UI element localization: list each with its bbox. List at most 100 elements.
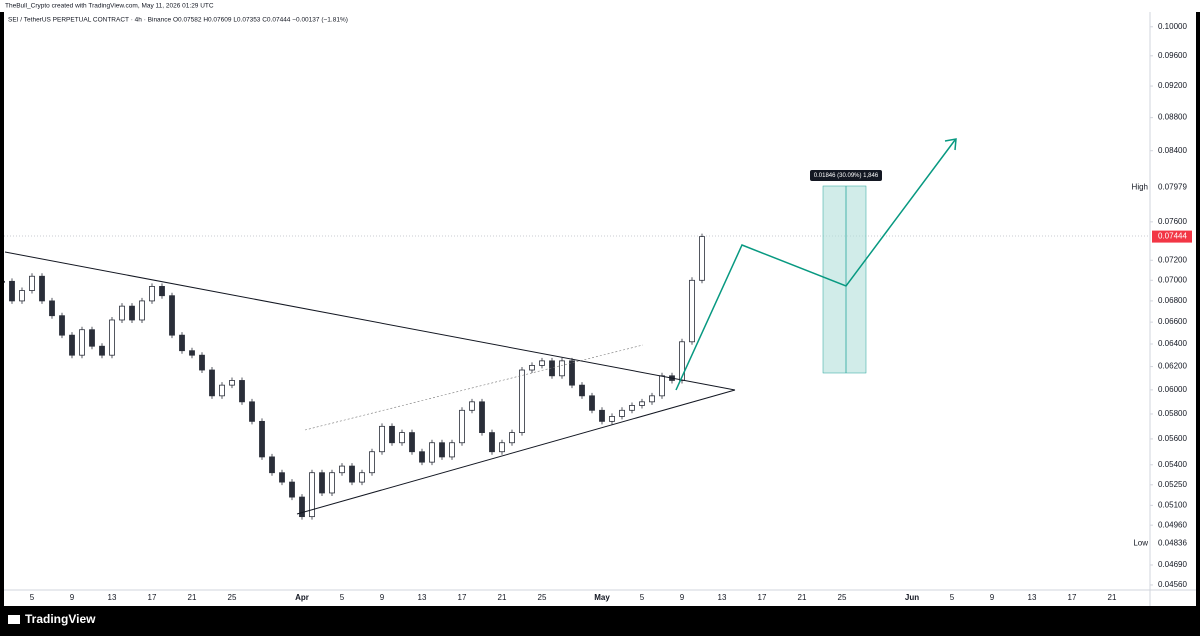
- x-tick-label: 17: [758, 593, 767, 602]
- candle-body: [469, 401, 475, 411]
- candle-body: [289, 481, 295, 498]
- x-tick-label: 21: [798, 593, 807, 602]
- candle-body: [479, 401, 485, 433]
- candle-body: [609, 416, 615, 422]
- high-value: 0.07979: [1158, 182, 1187, 191]
- x-tick-label: 9: [70, 593, 75, 602]
- candle-body: [639, 401, 645, 406]
- candle-body: [159, 286, 165, 297]
- low-label: Low: [1133, 538, 1148, 547]
- y-tick-label: 0.06800: [1158, 296, 1187, 305]
- candle-body: [389, 425, 395, 444]
- y-tick-label: 0.06000: [1158, 385, 1187, 394]
- candle-body: [269, 456, 275, 474]
- x-tick-label: 17: [148, 593, 157, 602]
- y-tick-label: 0.05250: [1158, 480, 1187, 489]
- candle-body: [169, 295, 175, 336]
- x-tick-label: 5: [30, 593, 35, 602]
- y-tick-label: 0.07000: [1158, 275, 1187, 284]
- candle-body: [579, 384, 585, 397]
- x-tick-label: 13: [418, 593, 427, 602]
- candle-body: [4, 280, 5, 283]
- header-bar: [0, 0, 1200, 12]
- candle-body: [319, 472, 325, 494]
- candle-body: [419, 451, 425, 463]
- candle-body: [459, 409, 465, 444]
- candle-body: [619, 409, 625, 417]
- low-value: 0.04836: [1158, 538, 1187, 547]
- y-tick-label: 0.07600: [1158, 217, 1187, 226]
- y-tick-label: 0.08400: [1158, 146, 1187, 155]
- y-tick-label: 0.05800: [1158, 409, 1187, 418]
- candle-body: [339, 465, 345, 474]
- footer-logo: TradingView: [8, 612, 96, 626]
- candle-body: [399, 432, 405, 444]
- trend-line-upper: [4, 251, 736, 391]
- footer-brand: TradingView: [25, 612, 96, 626]
- candle-body: [659, 375, 665, 397]
- x-tick-label: 5: [950, 593, 955, 602]
- candle-body: [539, 360, 545, 366]
- candle-body: [439, 442, 445, 458]
- candle-body: [179, 334, 185, 352]
- candle-body: [369, 451, 375, 474]
- candle-body: [59, 315, 65, 336]
- candles: [4, 233, 705, 520]
- y-tick-label: 0.09200: [1158, 81, 1187, 90]
- footer-bar: [0, 606, 1200, 636]
- candle-body: [569, 360, 575, 386]
- measure-tooltip: [810, 170, 882, 181]
- candle-body: [259, 420, 265, 458]
- last-price-badge: [1152, 230, 1192, 243]
- chart-area: [4, 12, 1196, 606]
- candle-body: [629, 405, 635, 411]
- candle-body: [429, 442, 435, 463]
- y-tick-label: 0.05400: [1158, 460, 1187, 469]
- y-tick-label: 0.04690: [1158, 560, 1187, 569]
- candle-body: [359, 472, 365, 483]
- x-tick-label: Apr: [295, 593, 309, 602]
- candle-body: [249, 401, 255, 422]
- candle-body: [349, 465, 355, 483]
- candle-body: [9, 280, 15, 302]
- x-tick-label: 5: [640, 593, 645, 602]
- x-tick-label: 13: [1028, 593, 1037, 602]
- candle-body: [119, 305, 125, 321]
- y-tick-label: 0.10000: [1158, 22, 1187, 31]
- candle-body: [229, 380, 235, 386]
- candle-body: [129, 305, 135, 321]
- candle-body: [189, 350, 195, 356]
- y-tick-label: 0.06600: [1158, 317, 1187, 326]
- y-tick-label: 0.04560: [1158, 580, 1187, 589]
- last-price-value: 0.07444: [1158, 232, 1187, 241]
- x-tick-label: 25: [538, 593, 547, 602]
- x-tick-label: 21: [188, 593, 197, 602]
- candle-body: [379, 425, 385, 453]
- y-tick-label: 0.06400: [1158, 339, 1187, 348]
- candle-body: [109, 319, 115, 356]
- projection-arrowhead: [944, 138, 957, 151]
- x-tick-label: 25: [838, 593, 847, 602]
- candle-body: [139, 300, 145, 321]
- x-tick-label: 13: [108, 593, 117, 602]
- candle-body: [449, 442, 455, 458]
- candle-body: [309, 472, 315, 518]
- y-tick-label: 0.08800: [1158, 113, 1187, 122]
- candle-body: [589, 395, 595, 411]
- x-tick-label: 17: [1068, 593, 1077, 602]
- y-tick-label: 0.05100: [1158, 501, 1187, 510]
- candle-body: [519, 369, 525, 433]
- x-tick-label: 9: [380, 593, 385, 602]
- candle-body: [39, 275, 45, 302]
- x-tick-label: 9: [990, 593, 995, 602]
- candle-body: [489, 432, 495, 453]
- candle-body: [239, 380, 245, 403]
- candle-body: [529, 365, 535, 371]
- high-label: High: [1132, 182, 1148, 191]
- candle-body: [199, 354, 205, 371]
- candle-body: [79, 329, 85, 356]
- candle-body: [209, 369, 215, 397]
- logo-icon: [8, 615, 20, 624]
